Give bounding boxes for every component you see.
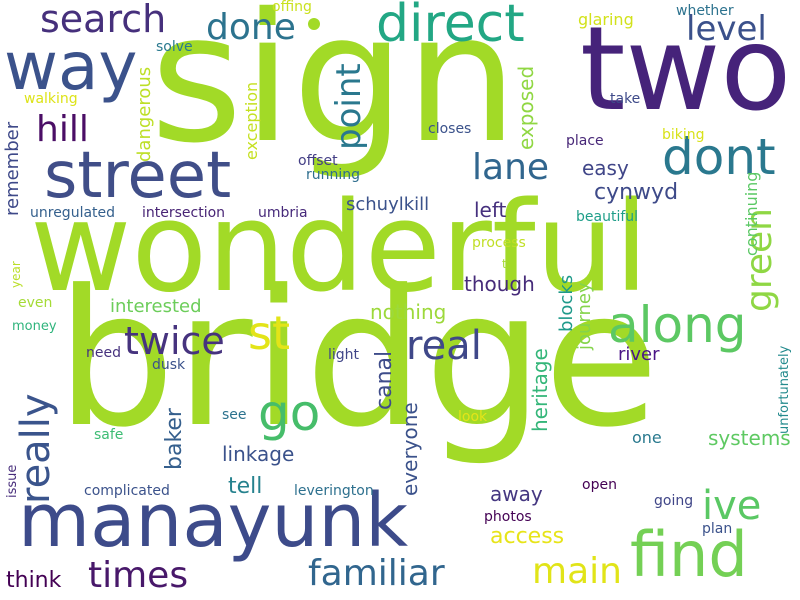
- word-systems: systems: [708, 426, 791, 450]
- word-direct: direct: [376, 0, 525, 54]
- word-real: real: [406, 323, 482, 369]
- word-level: level: [686, 9, 767, 49]
- word-search: search: [40, 0, 167, 41]
- word-interested: interested: [110, 296, 202, 317]
- word-schuylkill: schuylkill: [346, 194, 430, 215]
- word-glaring: glaring: [578, 10, 634, 29]
- word-hill: hill: [36, 109, 89, 150]
- word-everyone: everyone: [398, 402, 422, 496]
- word-dusk: dusk: [152, 357, 186, 373]
- word-remember: remember: [2, 121, 23, 216]
- word-cynwyd: cynwyd: [594, 180, 679, 205]
- word-process: process: [472, 235, 526, 251]
- word-intersection: intersection: [142, 205, 226, 221]
- word-way: way: [4, 28, 138, 105]
- word-one: one: [632, 428, 662, 447]
- word-lane: lane: [472, 147, 550, 188]
- word-linkage: linkage: [222, 442, 295, 466]
- word-st: st: [248, 306, 291, 360]
- word-river: river: [618, 344, 660, 365]
- word-place: place: [566, 133, 604, 149]
- word-safe: safe: [94, 427, 124, 443]
- word-plan: plan: [702, 521, 733, 537]
- word-umbria: umbria: [258, 205, 308, 221]
- word-tell: tell: [228, 474, 263, 499]
- word-away: away: [490, 482, 543, 506]
- word-main: main: [532, 551, 622, 592]
- word-offset: offset: [298, 153, 338, 169]
- word-t: t: [502, 257, 507, 271]
- word-dot-accent: [308, 18, 320, 30]
- word-look: look: [458, 409, 488, 425]
- word-heritage: heritage: [528, 348, 552, 432]
- word-exposed: exposed: [514, 65, 538, 150]
- word-take: take: [610, 91, 641, 107]
- word-continuing: continuing: [742, 171, 761, 256]
- word-access: access: [490, 524, 565, 549]
- word-twice: twice: [124, 319, 225, 363]
- word-easy: easy: [582, 156, 629, 180]
- word-ive: ive: [702, 483, 762, 529]
- word-solve: solve: [156, 39, 193, 55]
- word-running: running: [306, 167, 361, 183]
- word-go: go: [258, 384, 321, 442]
- word-two: two: [580, 2, 792, 137]
- word-money: money: [12, 319, 57, 334]
- word-point: point: [329, 63, 369, 150]
- word-along: along: [608, 296, 747, 354]
- word-really: really: [13, 393, 59, 504]
- word-manayunk: manayunk: [18, 478, 409, 564]
- word-though: though: [464, 272, 535, 296]
- word-whether: whether: [676, 3, 734, 19]
- word-think: think: [6, 568, 62, 593]
- word-exception: exception: [242, 81, 261, 160]
- word-see: see: [222, 407, 247, 423]
- word-bridge: bridge: [56, 250, 660, 469]
- word-open: open: [582, 477, 617, 493]
- word-wonderful: wonderful: [30, 176, 649, 320]
- word-dont: dont: [662, 128, 776, 186]
- word-complicated: complicated: [84, 483, 170, 499]
- word-left: left: [474, 198, 507, 222]
- word-beautiful: beautiful: [576, 209, 639, 225]
- word-light: light: [328, 347, 360, 363]
- word-even: even: [18, 295, 53, 311]
- word-leverington: leverington: [294, 483, 374, 499]
- word-photos: photos: [484, 509, 532, 525]
- word-offing: offing: [272, 0, 312, 15]
- word-issue: issue: [5, 464, 20, 498]
- word-unfortunately: unfortunately: [777, 345, 792, 434]
- word-done: done: [206, 7, 296, 48]
- word-dangerous: dangerous: [134, 66, 155, 162]
- word-need: need: [86, 345, 121, 361]
- word-walking: walking: [24, 91, 78, 107]
- word-baker: baker: [162, 408, 187, 470]
- word-blocks: blocks: [556, 274, 577, 332]
- word-going: going: [654, 493, 694, 509]
- word-canal: canal: [372, 350, 397, 410]
- word-times: times: [88, 555, 189, 596]
- word-biking: biking: [662, 127, 705, 143]
- word-closes: closes: [428, 121, 472, 137]
- word-unregulated: unregulated: [30, 205, 116, 221]
- word-sign: sign: [150, 0, 518, 182]
- word-street: street: [44, 139, 232, 213]
- word-find: find: [630, 518, 748, 591]
- word-year: year: [9, 261, 23, 288]
- word-journey: journey: [574, 282, 595, 350]
- word-nothing: nothing: [370, 300, 447, 324]
- word-familiar: familiar: [308, 553, 445, 594]
